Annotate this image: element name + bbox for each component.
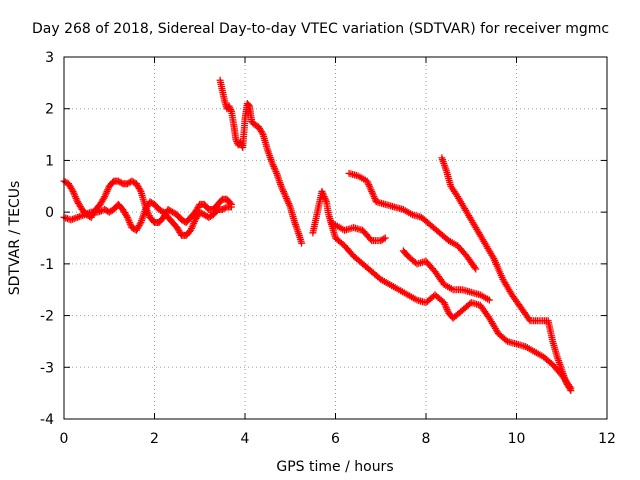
y-tick-label: 2 bbox=[45, 102, 54, 118]
x-tick-label: 12 bbox=[598, 431, 616, 447]
y-tick-label: -4 bbox=[40, 412, 54, 428]
y-tick-label: 0 bbox=[45, 205, 54, 221]
x-tick-label: 10 bbox=[508, 431, 526, 447]
y-tick-label: 3 bbox=[45, 50, 54, 66]
data-point-arc-3 bbox=[298, 239, 306, 247]
data-point-arc-5 bbox=[366, 235, 374, 243]
x-tick-label: 4 bbox=[241, 431, 250, 447]
y-tick-label: -2 bbox=[40, 309, 54, 325]
data-point-arc-1 bbox=[117, 179, 125, 187]
data-point-arc-2 bbox=[136, 220, 144, 228]
y-tick-label: -1 bbox=[40, 257, 54, 273]
x-tick-label: 6 bbox=[331, 431, 340, 447]
data-point-arc-2 bbox=[227, 203, 235, 211]
data-point-arc-8 bbox=[566, 385, 574, 393]
data-point-arc-3 bbox=[258, 129, 266, 137]
grid-layer bbox=[64, 57, 607, 419]
x-axis-label: GPS time / hours bbox=[276, 459, 393, 475]
chart-title: Day 268 of 2018, Sidereal Day-to-day VTE… bbox=[32, 21, 609, 37]
data-point-arc-1 bbox=[100, 194, 108, 202]
data-point-arc-1 bbox=[68, 186, 76, 194]
y-axis-label: SDTVAR / TECUs bbox=[7, 181, 23, 296]
data-point-arc-2 bbox=[122, 212, 130, 220]
y-tick-label: -3 bbox=[40, 360, 54, 376]
data-point-arc-1 bbox=[136, 186, 144, 194]
data-point-arc-8 bbox=[567, 387, 575, 395]
y-tick-label: 1 bbox=[45, 153, 54, 169]
x-tick-label: 0 bbox=[60, 431, 69, 447]
x-tick-label: 2 bbox=[150, 431, 159, 447]
data-point-arc-5 bbox=[380, 235, 388, 243]
data-point-arc-7 bbox=[485, 296, 493, 304]
data-point-arc-2 bbox=[221, 204, 229, 212]
x-tick-label: 8 bbox=[422, 431, 431, 447]
data-point-arc-3 bbox=[244, 101, 252, 109]
data-point-arc-6 bbox=[471, 263, 479, 271]
data-point-arc-6 bbox=[472, 265, 480, 273]
data-points-layer bbox=[60, 76, 575, 395]
data-point-arc-5 bbox=[381, 234, 389, 242]
